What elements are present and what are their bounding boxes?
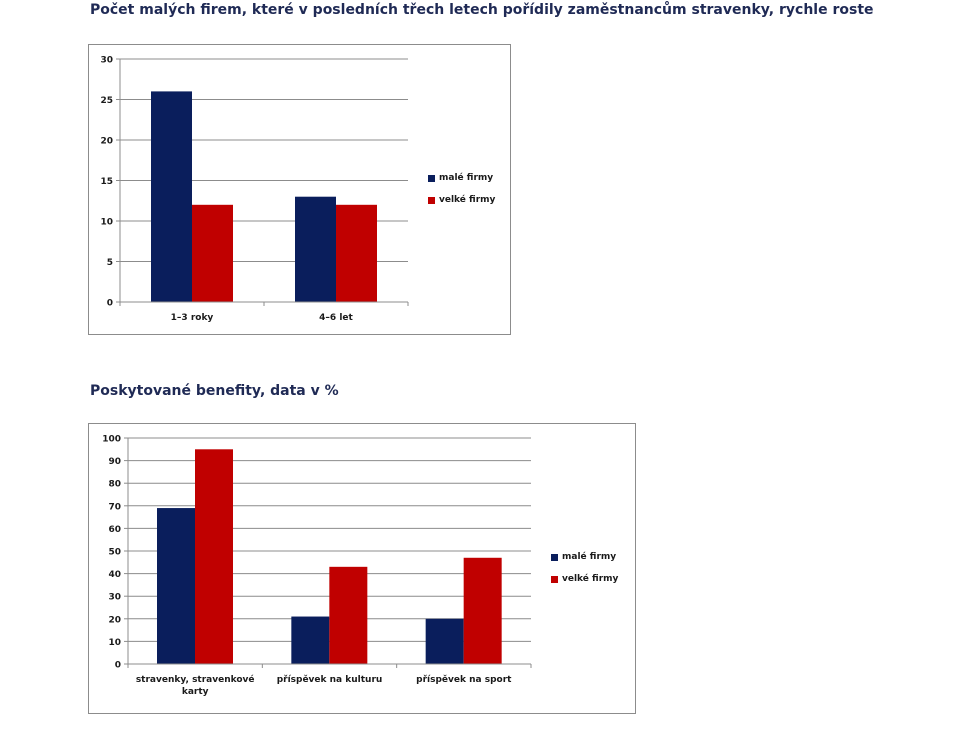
chart1-legend: malé firmy velké firmy [428, 167, 495, 211]
chart1-y-tick-label: 5 [107, 258, 113, 268]
chart2-frame: 0 10 20 30 40 50 60 70 80 90 100 stravenky, straven… [88, 423, 636, 714]
chart2-y-tick-label: 50 [108, 548, 121, 558]
bar-male-firmy-1 [295, 196, 336, 302]
legend-label-velke-firmy: velké firmy [562, 574, 619, 584]
chart2-y-tick-label: 0 [115, 661, 121, 671]
bar-male-firmy-1 [291, 616, 330, 664]
chart1-plot: 0 5 10 15 20 25 30 1–3 roky 4–6 let [100, 56, 409, 323]
chart1-x-tick-label: 4–6 let [319, 313, 353, 323]
chart1-y-tick-label: 15 [100, 177, 113, 187]
chart2-x-tick-label: stravenky, stravenkové [136, 674, 255, 685]
chart1-title: Počet malých firem, které v posledních t… [90, 2, 874, 18]
legend-item-male-firmy: malé firmy [428, 167, 495, 189]
bar-velke-firmy-1 [336, 204, 377, 302]
legend-label-velke-firmy: velké firmy [439, 195, 496, 205]
chart1-y-tick-label: 10 [100, 218, 113, 228]
chart2-y-tick-label: 10 [108, 638, 121, 648]
chart1-x-tick-label: 1–3 roky [171, 313, 214, 323]
chart2-legend: malé firmy velké firmy [551, 546, 618, 590]
legend-swatch-male-firmy [551, 553, 558, 561]
legend-item-male-firmy: malé firmy [551, 546, 618, 568]
legend-swatch-male-firmy [428, 174, 435, 182]
chart2-y-tick-label: 80 [108, 480, 121, 490]
bar-velke-firmy-2 [463, 557, 502, 664]
chart2-y-tick-label: 30 [108, 593, 121, 603]
chart2-y-tick-label: 100 [102, 435, 121, 445]
bar-velke-firmy-1 [329, 566, 368, 664]
legend-item-velke-firmy: velké firmy [551, 568, 618, 590]
chart2-plot: 0 10 20 30 40 50 60 70 80 90 100 stravenky, straven… [102, 435, 532, 697]
chart2-y-tick-label: 70 [108, 502, 121, 512]
legend-swatch-velke-firmy [428, 196, 435, 204]
chart2-x-tick-label: příspěvek na sport [416, 674, 512, 685]
bar-velke-firmy-0 [195, 449, 233, 664]
bar-male-firmy-0 [157, 508, 195, 664]
bar-velke-firmy-0 [192, 204, 233, 302]
bar-male-firmy-0 [151, 91, 192, 303]
chart1-frame: 0 5 10 15 20 25 30 1–3 roky 4–6 let malé firmy v… [88, 44, 511, 335]
legend-swatch-velke-firmy [551, 575, 558, 583]
legend-label-male-firmy: malé firmy [562, 552, 617, 562]
chart1-y-tick-label: 30 [100, 56, 113, 66]
chart1-y-tick-label: 25 [100, 96, 113, 106]
legend-label-male-firmy: malé firmy [439, 173, 494, 183]
chart1-y-tick-label: 0 [107, 299, 113, 309]
chart2-title: Poskytované benefity, data v % [90, 383, 339, 399]
chart2-x-tick-label: karty [182, 687, 209, 697]
chart2-x-tick-label: příspěvek na kulturu [277, 674, 383, 685]
chart2-y-tick-label: 90 [108, 457, 121, 467]
legend-item-velke-firmy: velké firmy [428, 189, 495, 211]
chart2-y-tick-label: 60 [108, 525, 121, 535]
chart1-y-tick-label: 20 [100, 137, 113, 147]
chart2-y-tick-label: 40 [108, 570, 121, 580]
bar-male-firmy-2 [425, 618, 464, 664]
chart2-y-tick-label: 20 [108, 615, 121, 625]
